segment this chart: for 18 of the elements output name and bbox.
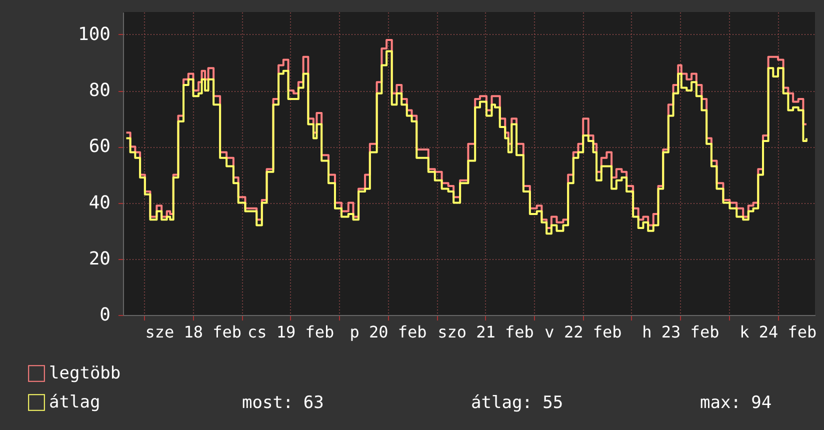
x-tick-label: sze 18 feb bbox=[145, 322, 242, 342]
x-tick-label: p 20 feb bbox=[350, 322, 427, 342]
legend-label: legtöbb bbox=[49, 364, 121, 384]
x-tick-label: cs 19 feb bbox=[247, 322, 334, 342]
y-tick-label: 80 bbox=[88, 80, 110, 102]
x-tick-label: szo 21 feb bbox=[438, 322, 534, 342]
text: most: 63 bbox=[242, 393, 324, 413]
x-tick-label: v 22 feb bbox=[544, 322, 622, 342]
x-tick-label: h 23 feb bbox=[642, 322, 720, 342]
text: átlag: 55 bbox=[471, 393, 564, 413]
legend-label: átlag bbox=[49, 392, 100, 412]
y-tick-label: 100 bbox=[78, 24, 110, 45]
x-tick-label: k 24 feb bbox=[740, 322, 817, 342]
y-tick-label: 40 bbox=[88, 192, 110, 214]
y-tick-label: 60 bbox=[88, 136, 110, 158]
y-tick-label: 20 bbox=[88, 248, 110, 270]
text: max: 94 bbox=[700, 393, 772, 413]
y-tick-label: 0 bbox=[100, 304, 110, 326]
